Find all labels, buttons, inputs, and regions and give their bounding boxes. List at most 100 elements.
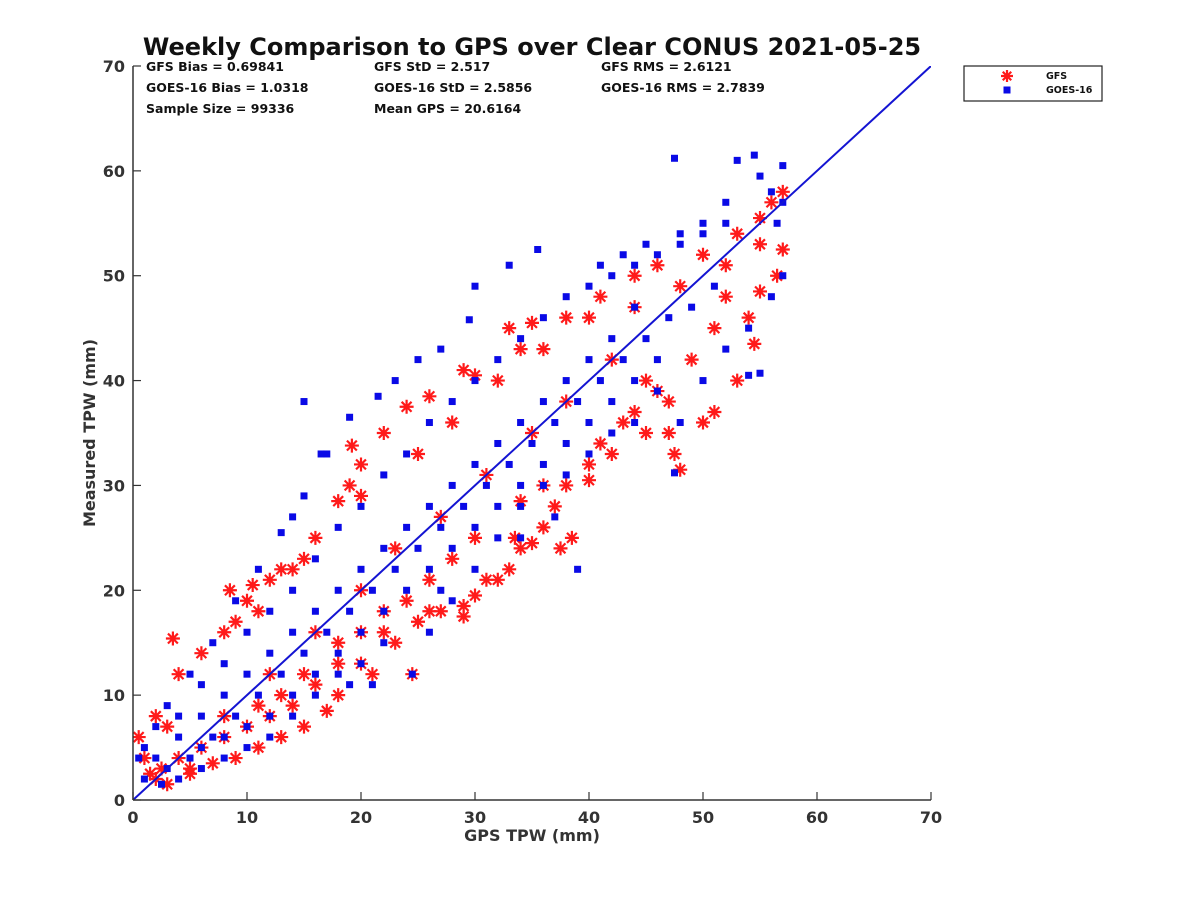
goes16-point <box>186 670 194 678</box>
gfs-point <box>502 562 517 577</box>
gfs-point <box>673 462 688 477</box>
gfs-point <box>696 415 710 430</box>
gfs-point <box>513 541 528 556</box>
goes16-point <box>232 597 240 605</box>
goes16-point <box>317 450 325 458</box>
goes16-point <box>140 775 148 783</box>
goes16-point <box>425 419 433 427</box>
goes16-point <box>471 523 479 531</box>
gfs-point <box>707 405 722 420</box>
goes16-point <box>289 628 297 636</box>
gfs-point <box>308 530 323 545</box>
goes16-point <box>596 377 604 385</box>
goes16-point <box>334 670 342 678</box>
goes16-point <box>574 565 582 573</box>
gfs-point <box>165 631 180 646</box>
goes16-point <box>300 492 308 500</box>
goes16-point <box>585 419 593 427</box>
gfs-point <box>661 394 676 409</box>
goes16-point <box>773 219 781 227</box>
gfs-point <box>245 578 260 593</box>
goes16-point <box>220 733 228 741</box>
goes16-point <box>699 219 707 227</box>
goes16-point <box>448 597 456 605</box>
goes16-point <box>631 377 639 385</box>
goes16-point <box>135 754 143 762</box>
goes16-point <box>346 413 354 421</box>
gfs-point <box>222 583 237 598</box>
goes16-point <box>608 335 616 343</box>
goes16-point <box>767 188 775 196</box>
goes16-point <box>471 282 479 290</box>
goes16-point <box>158 780 165 788</box>
goes16-point <box>671 469 678 477</box>
goes16-point <box>688 303 696 311</box>
goes16-point <box>311 555 319 563</box>
goes16-point <box>266 733 274 741</box>
gfs-point <box>228 751 243 766</box>
x-tick-label: 0 <box>127 808 138 827</box>
goes16-point <box>232 712 240 720</box>
gfs-point <box>331 656 346 671</box>
gfs-point <box>433 604 448 619</box>
goes16-point <box>756 172 764 180</box>
gfs-point <box>502 321 517 336</box>
legend-marker-gfs <box>1001 70 1013 82</box>
goes16-point <box>357 502 365 510</box>
goes16-point <box>346 607 354 615</box>
gfs-point <box>133 730 146 745</box>
gfs-point <box>718 258 733 273</box>
x-axis-label: GPS TPW (mm) <box>464 826 600 845</box>
gfs-point <box>297 667 311 682</box>
goes16-point <box>733 156 741 164</box>
gfs-point <box>468 368 482 383</box>
goes16-point <box>311 691 319 699</box>
gfs-point <box>559 478 574 493</box>
goes16-point <box>243 744 251 752</box>
goes16-point <box>220 660 228 668</box>
goes16-point <box>209 733 217 741</box>
goes16-point <box>186 754 194 762</box>
gfs-point <box>673 279 688 294</box>
goes16-point <box>745 371 753 379</box>
goes16-point <box>471 565 479 573</box>
goes16-point <box>323 628 331 636</box>
gfs-point <box>753 211 767 226</box>
gfs-point <box>468 530 482 545</box>
gfs-point <box>445 551 460 566</box>
gfs-point <box>285 698 300 713</box>
gfs-point <box>365 667 380 682</box>
gfs-point <box>297 551 311 566</box>
gfs-point <box>684 352 699 367</box>
gfs-point <box>388 541 403 556</box>
gfs-point <box>308 677 323 692</box>
gfs-point <box>564 530 579 545</box>
goes16-point <box>243 670 251 678</box>
goes16-point <box>380 607 388 615</box>
goes16-point <box>357 628 365 636</box>
stats-annotations: GFS Bias = 0.69841 GFS StD = 2.517 GFS R… <box>146 59 765 116</box>
gfs-point <box>251 698 266 713</box>
gfs-point <box>547 499 562 514</box>
goes16-point <box>631 261 639 269</box>
x-tick-label: 10 <box>236 808 258 827</box>
goes16-point <box>619 356 627 364</box>
goes16-point <box>220 754 228 762</box>
goes16-point <box>425 565 433 573</box>
goes16-point <box>289 691 297 699</box>
goes16-point <box>243 628 251 636</box>
goes16-point <box>631 303 639 311</box>
stat-gfs-bias: GFS Bias = 0.69841 <box>146 59 284 74</box>
gfs-point <box>490 373 505 388</box>
gfs-point <box>507 530 522 545</box>
goes16-point <box>380 544 388 552</box>
goes16-point <box>505 460 513 468</box>
gfs-point <box>468 588 482 603</box>
x-tick-label: 30 <box>464 808 486 827</box>
goes16-point <box>642 335 650 343</box>
gfs-point <box>376 426 391 440</box>
y-tick-label: 20 <box>103 581 125 600</box>
gfs-point <box>183 766 197 781</box>
goes16-point <box>608 272 616 280</box>
